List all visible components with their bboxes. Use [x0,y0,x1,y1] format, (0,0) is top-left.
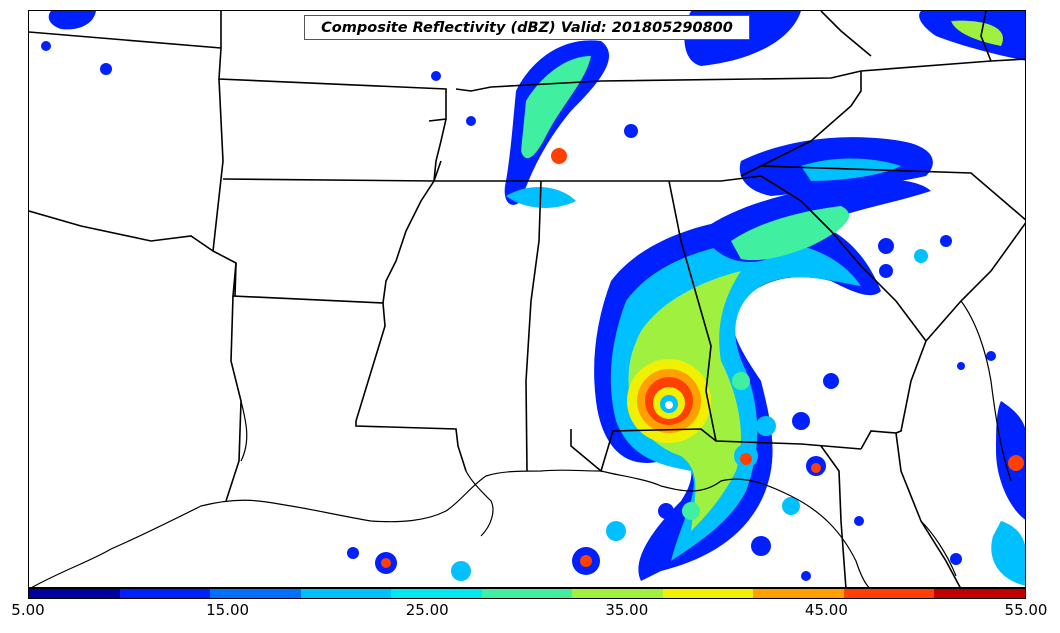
colorbar-tick-label: 35.00 [605,601,649,619]
colorbar-segment [300,589,392,598]
colorbar-tick-label: 45.00 [804,601,848,619]
colorbar-tick-label: 55.00 [1004,601,1048,619]
atlantic-cell [1008,455,1024,471]
colorbar-segment [572,589,663,598]
colorbar-segment [481,589,573,598]
eye-center [665,401,673,409]
atlantic-south-echo [991,521,1025,586]
map-title: Composite Reflectivity (dBZ) Valid: 2018… [304,15,750,40]
colorbar-tick-label: 5.00 [11,601,45,619]
map-frame [28,10,1026,588]
northwest-echo [48,11,96,30]
gulf-coastline [31,300,1012,587]
northern-cell [551,148,567,164]
colorbar-segment [119,589,211,598]
colorbar-segment [662,589,754,598]
colorbar-tick-label: 15.00 [206,601,250,619]
radar-echoes [41,11,1025,586]
colorbar-tick-label: 25.00 [405,601,449,619]
colorbar-segment [843,589,935,598]
colorbar [28,588,1026,599]
colorbar-segment [29,589,120,598]
state-boundaries [29,11,1025,587]
colorbar-segment [753,589,844,598]
northeast-corner-inner [951,20,1003,46]
colorbar-segment [210,589,301,598]
colorbar-segment [934,589,1026,598]
colorbar-labels: 5.00 15.00 25.00 35.00 45.00 55.00 [0,601,1060,625]
scattered-cells [41,41,996,581]
reflectivity-map [29,11,1025,587]
colorbar-segment [391,589,482,598]
northern-line-inner [521,56,591,159]
